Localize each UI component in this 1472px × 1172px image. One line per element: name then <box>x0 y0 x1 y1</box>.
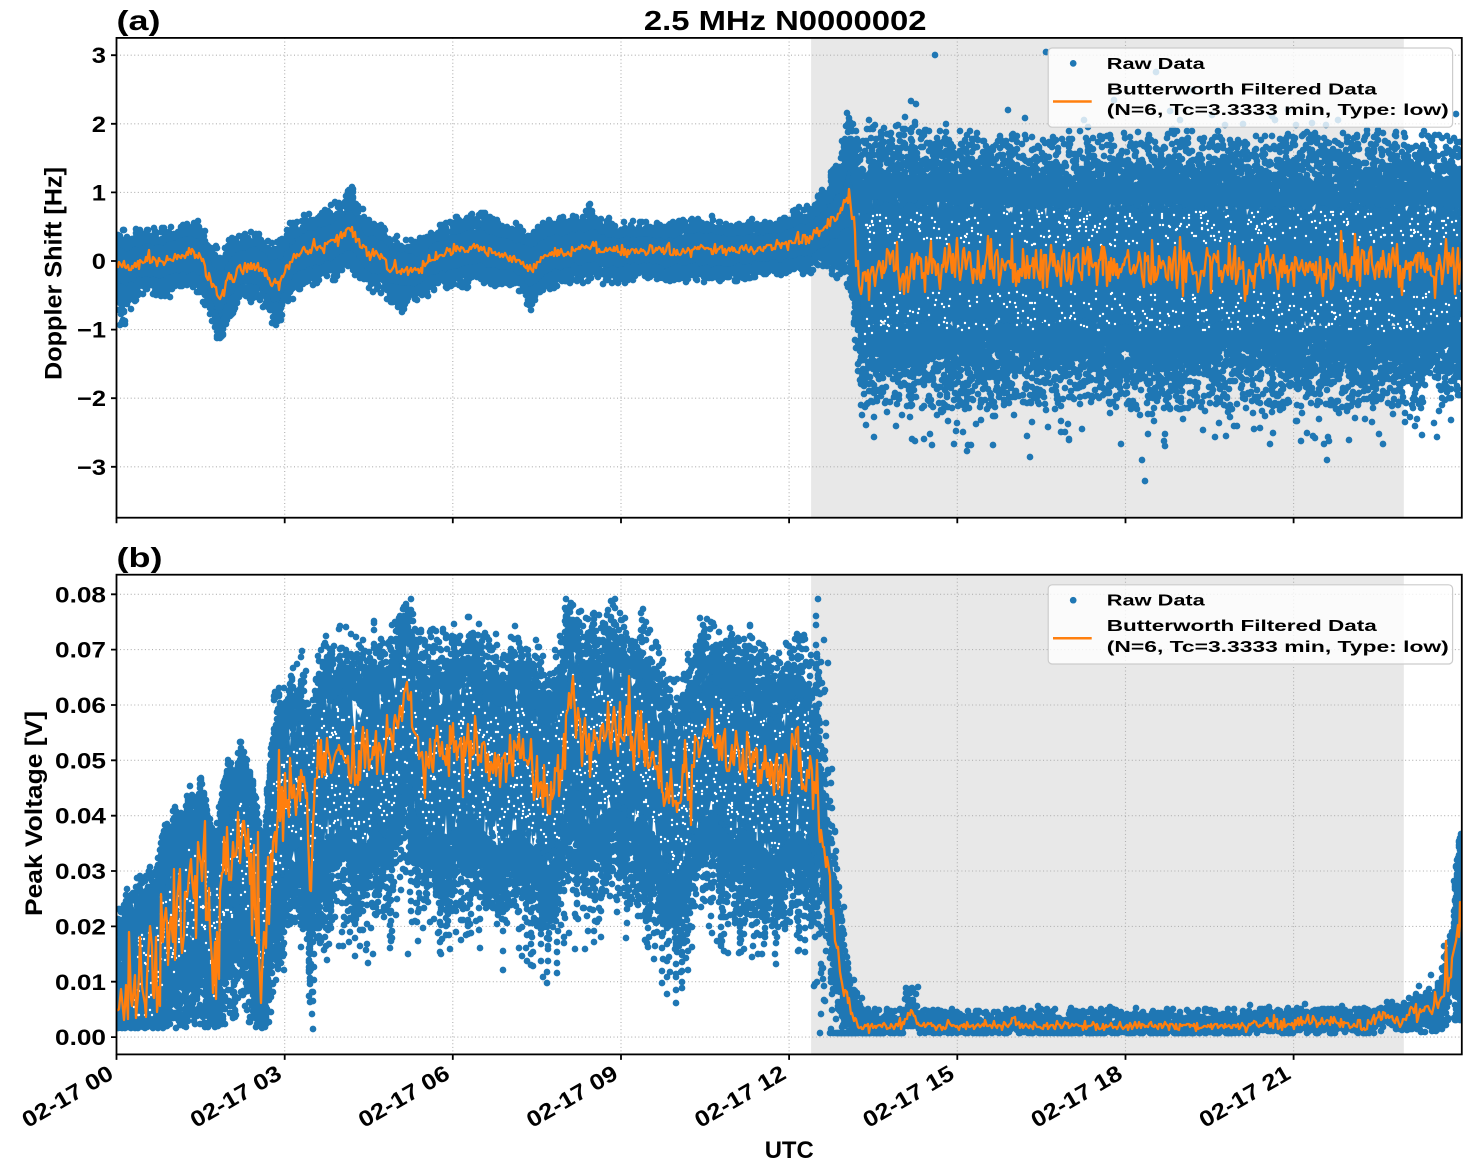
svg-text:−3: −3 <box>77 455 106 480</box>
svg-text:0.03: 0.03 <box>55 859 106 884</box>
svg-text:Doppler Shift [Hz]: Doppler Shift [Hz] <box>41 167 68 380</box>
svg-text:0.07: 0.07 <box>55 638 106 663</box>
svg-text:0.06: 0.06 <box>55 693 106 718</box>
svg-text:(a): (a) <box>117 5 161 36</box>
svg-text:0: 0 <box>92 249 106 274</box>
svg-text:2: 2 <box>92 112 106 137</box>
svg-text:Peak Voltage [V]: Peak Voltage [V] <box>21 711 48 916</box>
svg-text:2.5 MHz N0000002: 2.5 MHz N0000002 <box>644 5 927 36</box>
svg-text:Butterworth Filtered Data: Butterworth Filtered Data <box>1107 81 1377 98</box>
svg-text:(N=6, Tc=3.3333 min, Type: low: (N=6, Tc=3.3333 min, Type: low) <box>1107 639 1449 656</box>
svg-text:0.01: 0.01 <box>55 970 106 995</box>
svg-text:0.00: 0.00 <box>55 1025 106 1050</box>
svg-text:0.02: 0.02 <box>55 914 106 939</box>
svg-text:Butterworth Filtered Data: Butterworth Filtered Data <box>1107 618 1377 635</box>
svg-text:(b): (b) <box>117 542 163 573</box>
svg-text:UTC: UTC <box>765 1137 814 1164</box>
svg-text:0.08: 0.08 <box>55 582 106 607</box>
svg-text:Raw Data: Raw Data <box>1107 593 1205 610</box>
svg-text:0.04: 0.04 <box>55 804 107 829</box>
svg-text:(N=6, Tc=3.3333 min, Type: low: (N=6, Tc=3.3333 min, Type: low) <box>1107 102 1449 119</box>
svg-text:−2: −2 <box>77 386 106 411</box>
svg-text:1: 1 <box>92 180 106 205</box>
svg-text:0.05: 0.05 <box>55 748 106 773</box>
svg-text:Raw Data: Raw Data <box>1107 56 1205 73</box>
svg-text:3: 3 <box>92 43 106 68</box>
svg-text:−1: −1 <box>77 318 106 343</box>
